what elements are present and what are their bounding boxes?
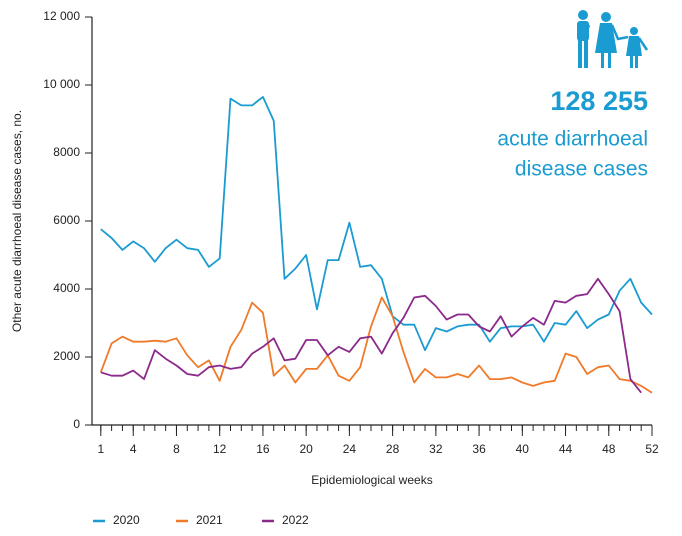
- x-tick-label: 8: [173, 442, 180, 456]
- y-tick-label: 0: [73, 417, 80, 431]
- x-tick-label: 44: [559, 442, 573, 456]
- family-icon: [577, 10, 649, 68]
- x-tick-label: 4: [130, 442, 137, 456]
- x-tick-label: 48: [602, 442, 616, 456]
- y-tick-label: 12 000: [43, 9, 80, 23]
- x-tick-label: 36: [472, 442, 486, 456]
- x-axis-label: Epidemiological weeks: [311, 473, 432, 487]
- x-tick-label: 52: [645, 442, 659, 456]
- y-tick-label: 4000: [53, 281, 80, 295]
- line-series: [100, 96, 653, 352]
- highlight-text: acute diarrhoeal: [497, 128, 648, 151]
- x-tick-label: 32: [429, 442, 443, 456]
- y-tick-label: 6000: [53, 213, 80, 227]
- x-tick-label: 28: [386, 442, 400, 456]
- y-axis-label: Other acute diarrhoeal disease cases, no…: [10, 110, 24, 332]
- x-tick-label: 16: [256, 442, 270, 456]
- legend-label: 2021: [196, 513, 223, 527]
- highlight-text: disease cases: [515, 158, 648, 181]
- highlight-number: 128 255: [550, 86, 648, 116]
- x-tick-label: 12: [213, 442, 227, 456]
- x-tick-label: 40: [516, 442, 530, 456]
- legend-label: 2020: [113, 513, 140, 527]
- legend-label: 2022: [282, 513, 309, 527]
- line-series: [100, 277, 642, 394]
- x-tick-label: 24: [343, 442, 357, 456]
- y-tick-label: 10 000: [43, 77, 80, 91]
- line-series: [99, 296, 653, 394]
- y-tick-label: 2000: [53, 349, 80, 363]
- x-tick-label: 1: [97, 442, 104, 456]
- y-tick-label: 8000: [53, 145, 80, 159]
- x-tick-label: 20: [299, 442, 313, 456]
